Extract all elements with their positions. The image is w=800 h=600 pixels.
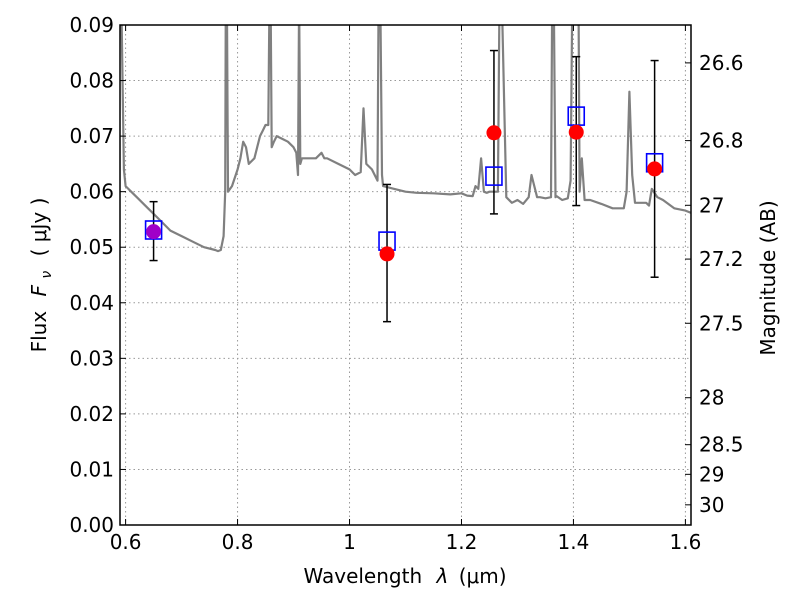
observed-point	[379, 246, 395, 262]
right-tick-label: 26.8	[699, 129, 744, 153]
x-tick-label: 1	[343, 530, 356, 554]
observed-point	[486, 125, 502, 141]
model-spectrum-line	[120, 25, 691, 253]
right-tick-label: 27.2	[699, 247, 744, 271]
y-tick-label: 0.07	[69, 124, 114, 148]
x-axis-ticks: 0.6 0.8 1 1.2 1.4 1.6	[110, 25, 701, 554]
x-axis-label: Wavelength	[303, 564, 422, 588]
x-axis-symbol: λ	[436, 564, 449, 588]
right-axis-ticks: 26.6 26.8 27 27.2 27.5 28 28.5 29 30	[685, 51, 744, 517]
y-axis-unit: ( μJy )	[27, 198, 51, 257]
model-flux-square	[485, 166, 503, 186]
right-tick-label: 28	[699, 386, 724, 410]
model-spectrum-group	[120, 25, 691, 253]
right-tick-label: 28.5	[699, 433, 744, 457]
x-tick-label: 1.4	[558, 530, 590, 554]
observed-point	[146, 224, 162, 240]
x-tick-label: 0.8	[222, 530, 254, 554]
observed-point	[568, 124, 584, 140]
y-tick-label: 0.05	[69, 235, 114, 259]
plot-frame	[119, 24, 692, 526]
x-axis-unit: (μm)	[459, 564, 507, 588]
y-tick-label: 0.02	[69, 402, 114, 426]
right-tick-label: 26.6	[699, 51, 744, 75]
x-tick-label: 0.6	[110, 530, 142, 554]
right-tick-label: 27	[699, 193, 724, 217]
right-tick-label: 30	[699, 493, 724, 517]
y-axis-title: Flux F ν ( μJy )	[27, 198, 56, 353]
x-tick-label: 1.2	[446, 530, 478, 554]
observed-flux-points	[146, 124, 663, 262]
x-tick-label: 1.6	[669, 530, 701, 554]
y-tick-label: 0.09	[69, 13, 114, 37]
y-tick-label: 0.08	[69, 69, 114, 93]
plot-background	[120, 25, 691, 525]
right-axis-title: Magnitude (AB)	[756, 200, 780, 355]
y-tick-label: 0.03	[69, 346, 114, 370]
y-axis-symbol: F	[27, 284, 51, 296]
right-tick-label: 29	[699, 462, 724, 486]
y-axis-label: Flux	[27, 311, 51, 353]
y-tick-label: 0.01	[69, 457, 114, 481]
x-axis-title: Wavelength λ (μm)	[303, 564, 506, 588]
y-tick-label: 0.04	[69, 291, 114, 315]
observed-point	[647, 161, 663, 177]
y-tick-label: 0.06	[69, 180, 114, 204]
y-axis-ticks: 0.00 0.01 0.02 0.03 0.04 0.05 0.06 0.07 0.08 0.09	[69, 13, 126, 537]
right-tick-label: 27.5	[699, 311, 744, 335]
y-axis-subscript: ν	[39, 271, 55, 279]
y-tick-label: 0.00	[69, 513, 114, 537]
